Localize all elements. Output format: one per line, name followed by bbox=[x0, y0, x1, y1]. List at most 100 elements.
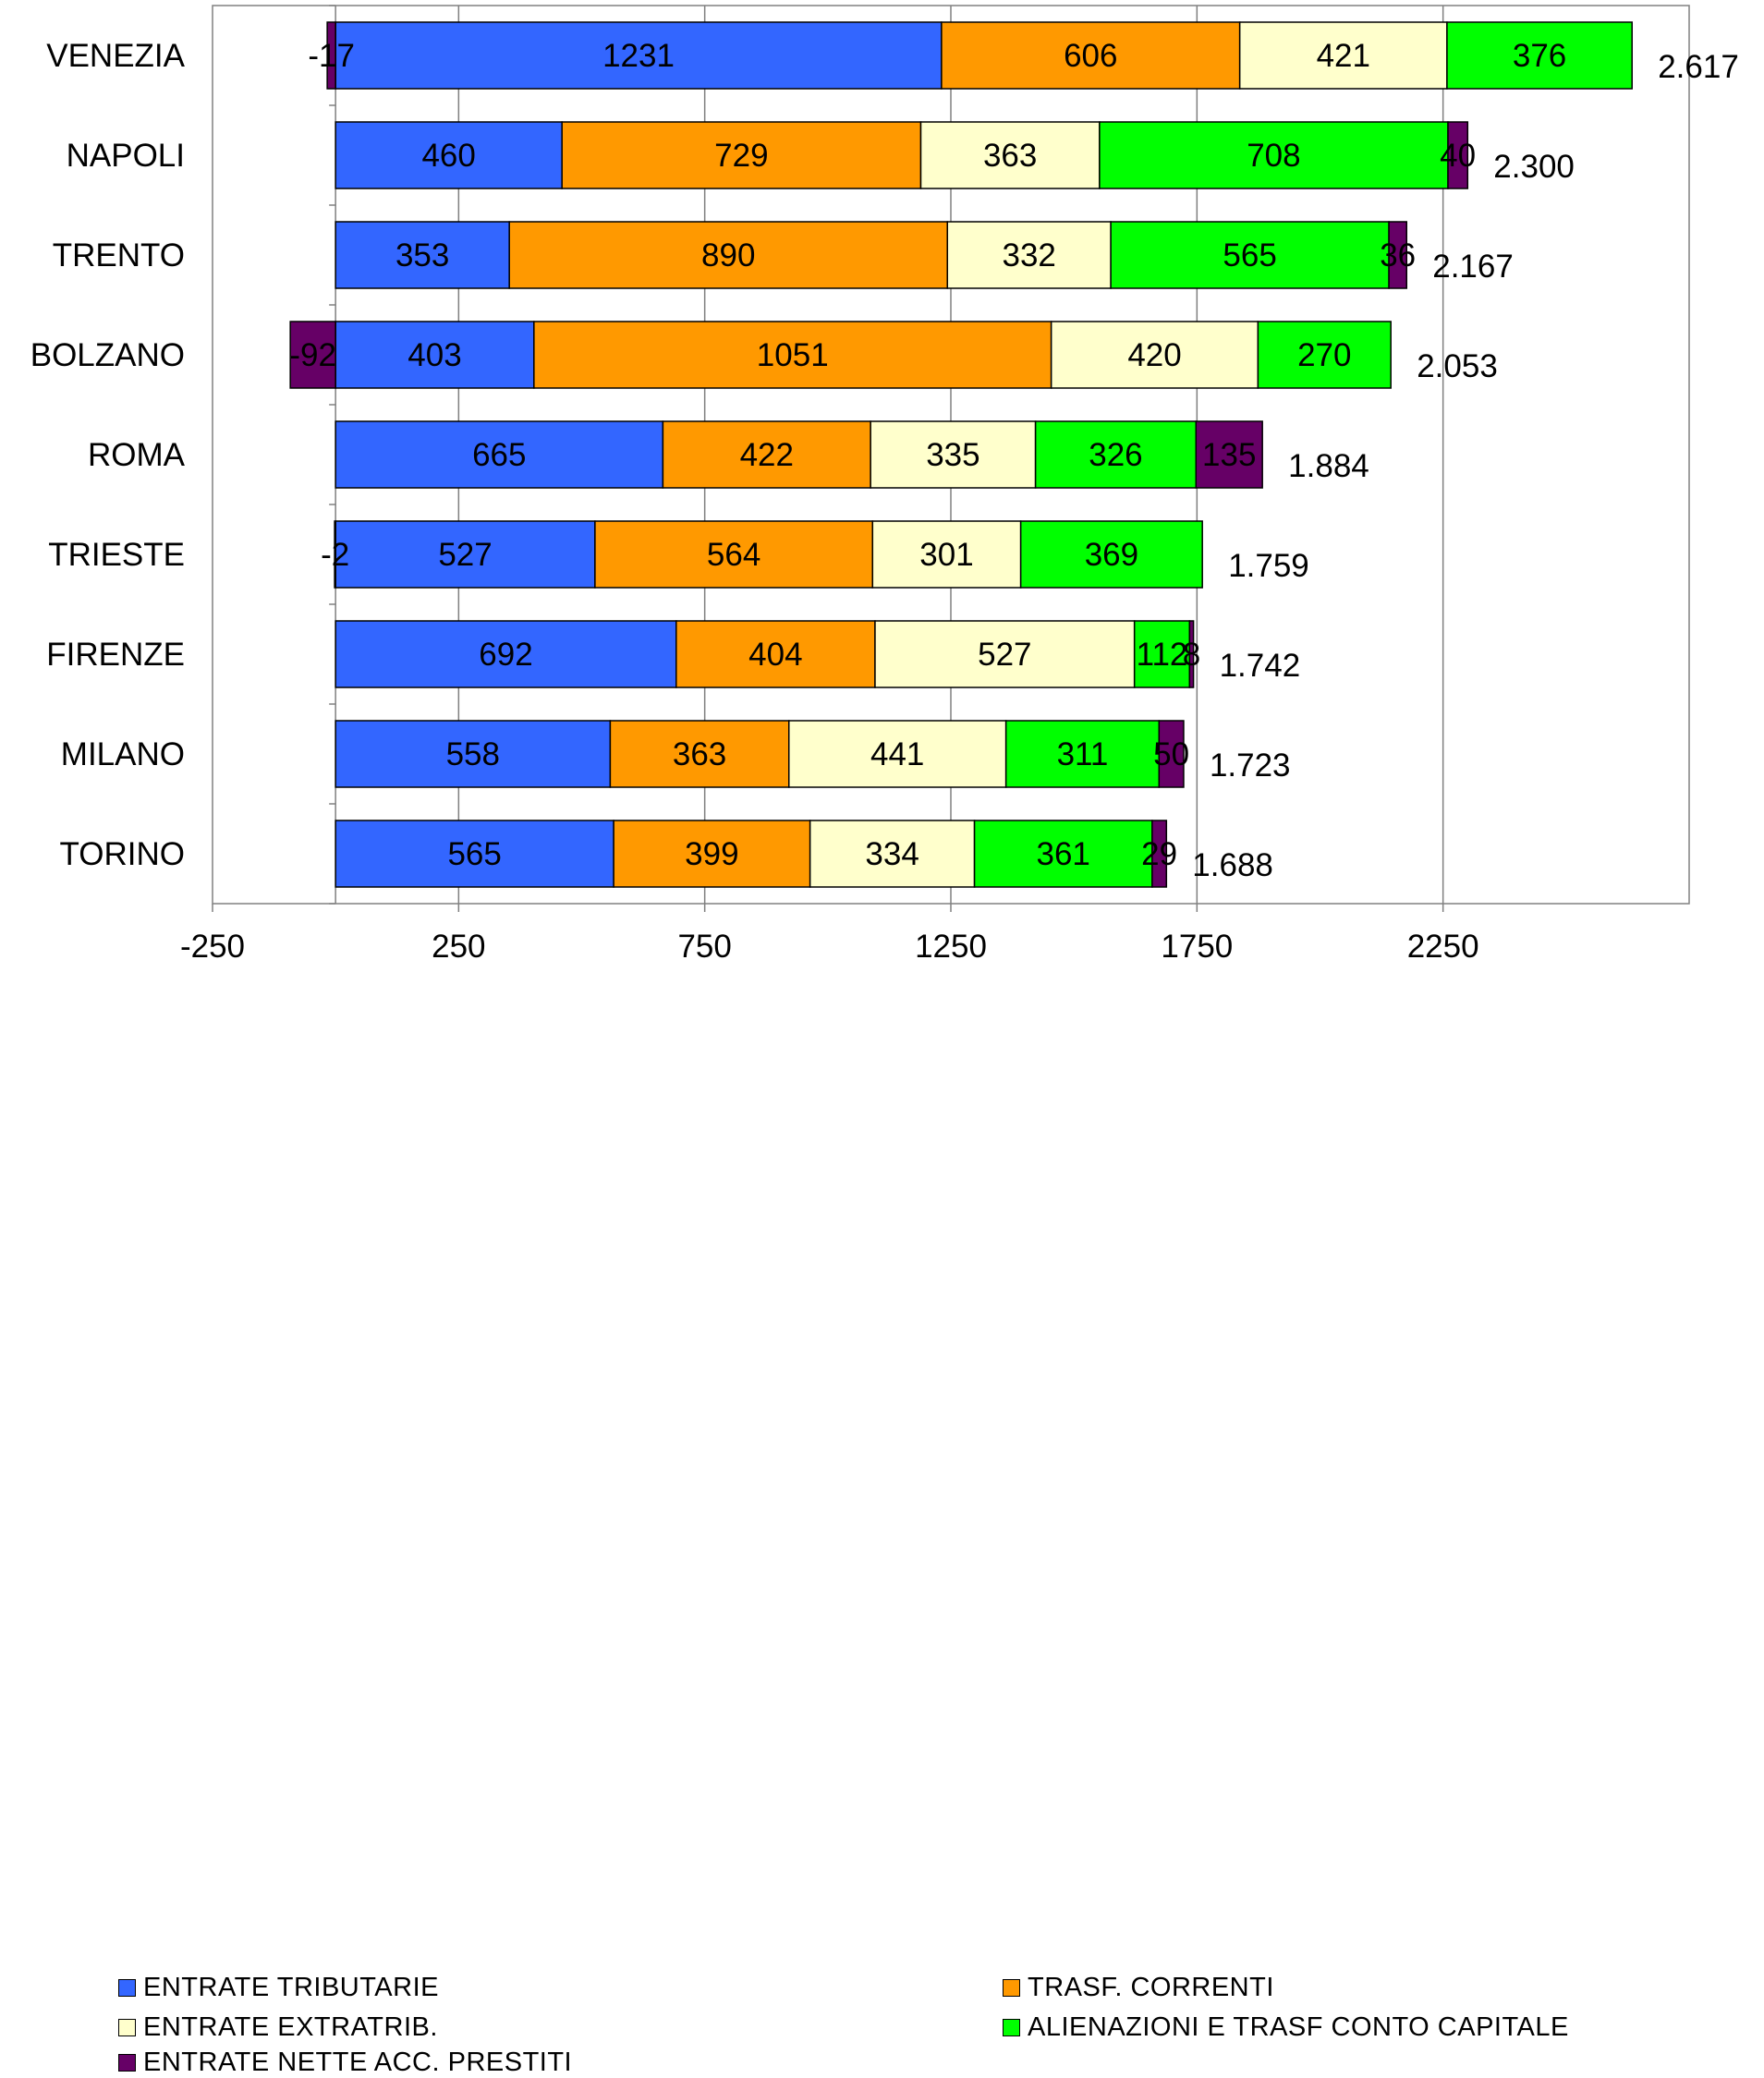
legend-swatch-trasf-correnti bbox=[1003, 1979, 1020, 1997]
category-label: ROMA bbox=[88, 437, 186, 473]
legend-item-prestiti: ENTRATE NETTE ACC. PRESTITI bbox=[118, 2048, 572, 2078]
category-label: VENEZIA bbox=[46, 38, 185, 74]
bar-segment bbox=[1446, 21, 1633, 90]
data-label: 363 bbox=[983, 138, 1037, 174]
data-label: 565 bbox=[1223, 237, 1276, 273]
data-label: 422 bbox=[740, 437, 794, 473]
data-label: 40 bbox=[1440, 138, 1476, 174]
data-label: 1231 bbox=[602, 38, 675, 74]
category-label: BOLZANO bbox=[30, 337, 185, 373]
data-label: 441 bbox=[870, 736, 924, 772]
bar-segment bbox=[594, 520, 874, 589]
total-label: 1.884 bbox=[1288, 448, 1369, 484]
category-label: TRIESTE bbox=[48, 537, 185, 573]
data-label: 527 bbox=[438, 537, 492, 573]
legend-item-tributarie: ENTRATE TRIBUTARIE bbox=[118, 1973, 439, 2003]
bar-segment bbox=[613, 820, 811, 888]
bar-segment bbox=[1238, 21, 1448, 90]
legend-label: ENTRATE TRIBUTARIE bbox=[143, 1973, 439, 2002]
data-label: 527 bbox=[978, 637, 1031, 673]
bar-segment bbox=[1195, 420, 1263, 489]
bar-segment bbox=[289, 321, 336, 389]
bar-segment bbox=[919, 121, 1101, 189]
bar-segment bbox=[874, 620, 1136, 688]
data-label: 606 bbox=[1064, 38, 1117, 74]
data-label: 36 bbox=[1380, 237, 1416, 273]
data-label: 334 bbox=[865, 836, 918, 872]
bar-segment bbox=[1188, 620, 1195, 688]
data-label: 50 bbox=[1153, 736, 1189, 772]
data-label: 665 bbox=[472, 437, 526, 473]
data-label: -17 bbox=[308, 38, 355, 74]
data-label: 270 bbox=[1297, 337, 1351, 373]
x-tick-label: 250 bbox=[432, 929, 485, 965]
legend-item-extratrib: ENTRATE EXTRATRIB. bbox=[118, 2012, 438, 2043]
legend-label: TRASF. CORRENTI bbox=[1028, 1973, 1274, 2002]
total-label: 1.759 bbox=[1228, 548, 1309, 584]
bar-segment bbox=[508, 221, 949, 289]
data-label: 403 bbox=[408, 337, 461, 373]
legend-label: ALIENAZIONI E TRASF CONTO CAPITALE bbox=[1028, 2012, 1569, 2042]
bar-segment bbox=[335, 420, 664, 489]
data-label: 708 bbox=[1247, 138, 1300, 174]
bar-segment bbox=[609, 720, 790, 788]
bar-segment bbox=[335, 820, 614, 888]
bar-segment bbox=[675, 620, 876, 688]
data-label: 420 bbox=[1127, 337, 1181, 373]
legend-label: ENTRATE EXTRATRIB. bbox=[143, 2012, 438, 2042]
bar-segment bbox=[1110, 221, 1390, 289]
bar-segment bbox=[1133, 620, 1191, 688]
bar-segment bbox=[788, 720, 1007, 788]
data-label: 729 bbox=[714, 138, 768, 174]
data-label: 692 bbox=[479, 637, 532, 673]
bar-segment bbox=[973, 820, 1153, 888]
bar-segment bbox=[335, 321, 535, 389]
bar-segment bbox=[1158, 720, 1185, 788]
data-label: 353 bbox=[395, 237, 449, 273]
data-label: 311 bbox=[1057, 736, 1109, 772]
x-tick-label: 1250 bbox=[915, 929, 987, 965]
data-label: 326 bbox=[1089, 437, 1142, 473]
data-label: 1051 bbox=[757, 337, 829, 373]
bar-segment bbox=[946, 221, 1112, 289]
bar-segment bbox=[335, 620, 677, 688]
bar-segment bbox=[326, 21, 336, 90]
data-label: 29 bbox=[1141, 836, 1177, 872]
x-tick-label: 1750 bbox=[1161, 929, 1233, 965]
data-label: 361 bbox=[1037, 836, 1090, 872]
legend-item-alienazioni: ALIENAZIONI E TRASF CONTO CAPITALE bbox=[1003, 2012, 1569, 2043]
bar-segment bbox=[1257, 321, 1392, 389]
category-label: MILANO bbox=[61, 736, 185, 772]
bar-segment bbox=[941, 21, 1241, 90]
legend-swatch-prestiti bbox=[118, 2054, 136, 2072]
total-label: 2.053 bbox=[1417, 348, 1498, 384]
data-label: 335 bbox=[926, 437, 979, 473]
bar-segment bbox=[335, 121, 563, 189]
bar-segment bbox=[662, 420, 871, 489]
legend-label: ENTRATE NETTE ACC. PRESTITI bbox=[143, 2048, 573, 2077]
legend-swatch-extratrib bbox=[118, 2019, 136, 2036]
data-label: 135 bbox=[1202, 437, 1256, 473]
category-label: TORINO bbox=[60, 836, 185, 872]
bar-segment bbox=[1447, 121, 1469, 189]
chart: -250 250 750 1250 1750 2250 VENEZIA 1231 606 421 3… bbox=[30, 5, 1739, 2077]
data-label: -92 bbox=[289, 337, 336, 373]
data-label: 112 bbox=[1137, 637, 1188, 673]
data-label: -2 bbox=[321, 537, 349, 573]
bar-segment bbox=[533, 321, 1052, 389]
bar-segment bbox=[335, 221, 510, 289]
bar-segment bbox=[1019, 520, 1203, 589]
bar-segment bbox=[870, 420, 1037, 489]
x-tick-label: 2250 bbox=[1407, 929, 1479, 965]
bar-segment bbox=[809, 820, 976, 888]
category-label: FIRENZE bbox=[46, 637, 185, 673]
data-label: 404 bbox=[748, 637, 802, 673]
bar-segment bbox=[1050, 321, 1259, 389]
data-label: 565 bbox=[447, 836, 501, 872]
total-label: 2.167 bbox=[1432, 249, 1514, 285]
data-label: 8 bbox=[1183, 637, 1200, 673]
data-label: 564 bbox=[707, 537, 760, 573]
total-label: 1.688 bbox=[1192, 847, 1273, 883]
total-label: 2.300 bbox=[1493, 149, 1575, 185]
